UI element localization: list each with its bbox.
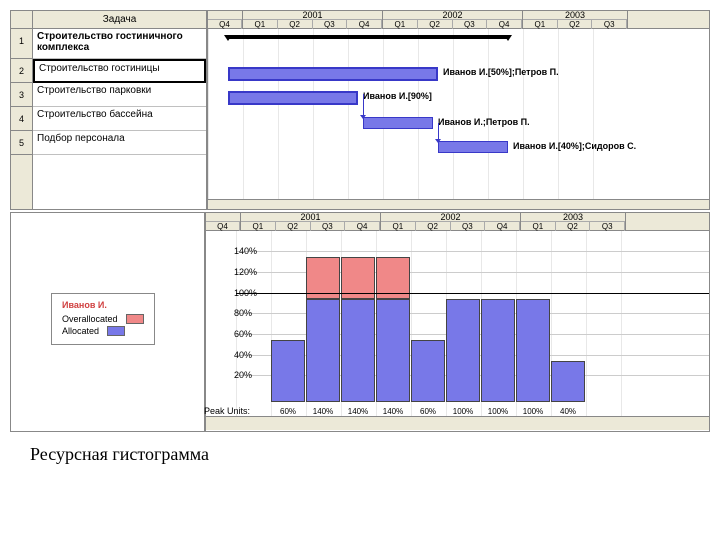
task-cell[interactable]: Строительство гостиницы: [33, 59, 206, 83]
gantt-bar-label: Иванов И.;Петров П.: [438, 117, 530, 127]
task-column-header: Задача: [33, 11, 206, 29]
gantt-bar-label: Иванов И.[50%];Петров П.: [443, 67, 559, 77]
gantt-bar[interactable]: [438, 141, 508, 153]
peak-label: 140%: [383, 407, 403, 416]
timeline-year: 2003Q1Q2Q3: [523, 11, 628, 28]
histogram-bar-allocated[interactable]: [376, 299, 410, 402]
histogram-bar-allocated[interactable]: [341, 299, 375, 402]
y-axis-label: 80%: [234, 308, 240, 318]
timeline-year: Q4: [208, 11, 243, 28]
legend-label: Allocated: [62, 326, 99, 336]
row-number[interactable]: 1: [11, 29, 32, 59]
histogram-bar-allocated[interactable]: [306, 299, 340, 402]
scrollbar-horizontal[interactable]: [206, 416, 709, 430]
legend-swatch: [126, 314, 144, 324]
histogram-chart[interactable]: Q42001Q1Q2Q3Q42002Q1Q2Q3Q42003Q1Q2Q3 140…: [206, 213, 709, 431]
y-axis-label: 60%: [234, 329, 240, 339]
histogram-bar-allocated[interactable]: [551, 361, 585, 402]
legend-resource-name: Иванов И.: [62, 300, 144, 310]
task-list: 12345 Задача Строительство гостиничного …: [11, 11, 206, 209]
timeline-year: Q4: [206, 213, 241, 230]
histogram-panel: Иванов И. Overallocated Allocated Q42001Q…: [10, 212, 710, 432]
gantt-chart[interactable]: Q42001Q1Q2Q3Q42002Q1Q2Q3Q42003Q1Q2Q3 Ива…: [206, 11, 709, 209]
peak-label: 100%: [488, 407, 508, 416]
peak-label: 60%: [420, 407, 436, 416]
gantt-bar[interactable]: [363, 117, 433, 129]
task-cell[interactable]: Подбор персонала: [33, 131, 206, 155]
row-number[interactable]: 2: [11, 59, 32, 83]
timeline-year: 2001Q1Q2Q3Q4: [241, 213, 381, 230]
y-axis-label: 140%: [234, 246, 240, 256]
y-axis-label: 120%: [234, 267, 240, 277]
summary-bar[interactable]: [228, 35, 508, 39]
peak-label: 100%: [523, 407, 543, 416]
gantt-panel: 12345 Задача Строительство гостиничного …: [10, 10, 710, 210]
histogram-bar-allocated[interactable]: [481, 299, 515, 402]
task-cell[interactable]: Строительство парковки: [33, 83, 206, 107]
gantt-bar-label: Иванов И.[40%];Сидоров С.: [513, 141, 636, 151]
legend-box: Иванов И. Overallocated Allocated: [51, 293, 155, 345]
histogram-bar-allocated[interactable]: [516, 299, 550, 402]
timeline-year: 2003Q1Q2Q3: [521, 213, 626, 230]
timeline-year: 2002Q1Q2Q3Q4: [383, 11, 523, 28]
task-cell[interactable]: Строительство гостиничного комплекса: [33, 29, 206, 59]
peak-label: 140%: [348, 407, 368, 416]
gantt-bar-label: Иванов И.[90%]: [363, 91, 432, 101]
peak-label: 40%: [560, 407, 576, 416]
row-number[interactable]: 5: [11, 131, 32, 155]
figure-caption: Ресурсная гистограмма: [30, 444, 710, 465]
legend-row: Allocated: [62, 326, 144, 336]
peak-label: 60%: [280, 407, 296, 416]
rownum-header: [11, 11, 32, 29]
histogram-bar-allocated[interactable]: [271, 340, 305, 402]
task-cell[interactable]: Строительство бассейна: [33, 107, 206, 131]
timeline-year: 2002Q1Q2Q3Q4: [381, 213, 521, 230]
row-number[interactable]: 3: [11, 83, 32, 107]
row-number[interactable]: 4: [11, 107, 32, 131]
gantt-bar[interactable]: [228, 91, 358, 105]
gantt-bar[interactable]: [228, 67, 438, 81]
legend-swatch: [107, 326, 125, 336]
histogram-bar-allocated[interactable]: [411, 340, 445, 402]
peak-units-title: Peak Units:: [204, 406, 250, 416]
timeline-year: 2001Q1Q2Q3Q4: [243, 11, 383, 28]
histogram-bar-allocated[interactable]: [446, 299, 480, 402]
scrollbar-horizontal[interactable]: [208, 199, 709, 209]
legend-label: Overallocated: [62, 314, 118, 324]
legend-area: Иванов И. Overallocated Allocated: [11, 213, 206, 431]
legend-row: Overallocated: [62, 314, 144, 324]
peak-label: 140%: [313, 407, 333, 416]
y-axis-label: 20%: [234, 370, 240, 380]
peak-label: 100%: [453, 407, 473, 416]
y-axis-label: 40%: [234, 350, 240, 360]
